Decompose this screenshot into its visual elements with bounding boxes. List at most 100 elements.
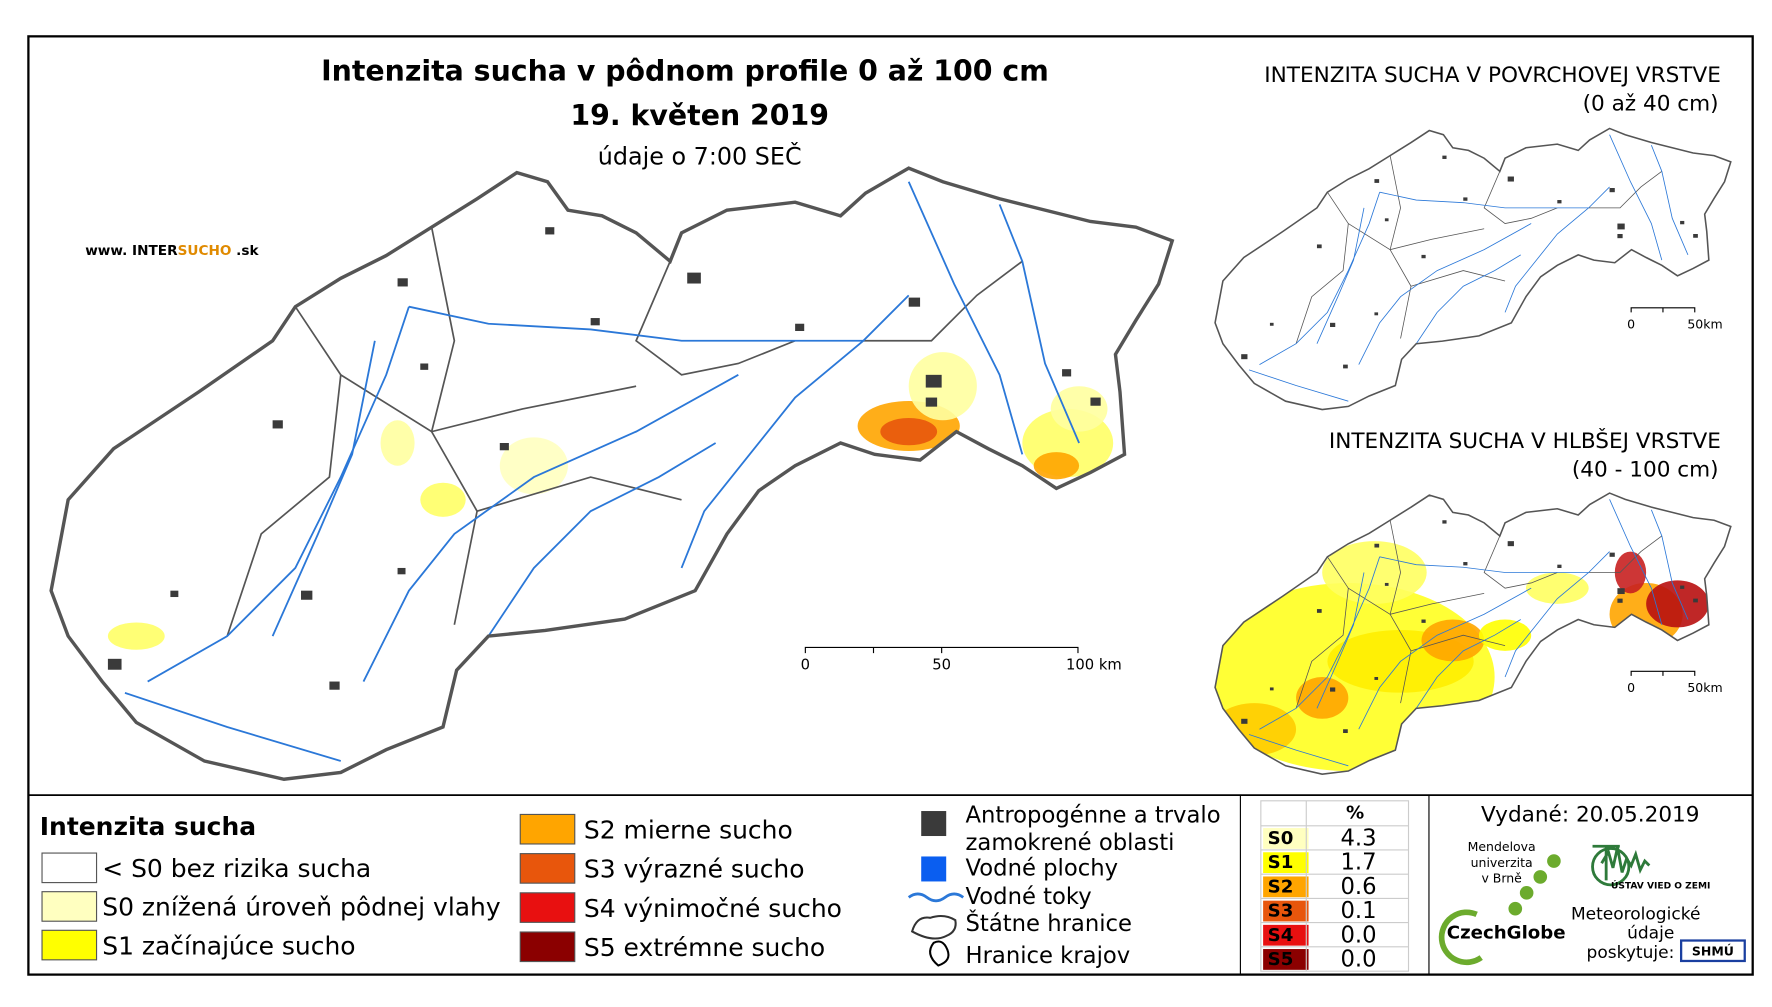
legend-swatch [41, 852, 98, 884]
urban-area [499, 443, 509, 451]
drought-area [107, 622, 165, 650]
scale-label: 100 km [1066, 657, 1122, 674]
river [1379, 191, 1589, 209]
legend-label: S0 znížená úroveň pôdnej vlahy [102, 893, 501, 922]
urban-area [1507, 176, 1514, 182]
urban-area [1617, 598, 1623, 603]
scale-label: 0 [801, 657, 810, 674]
table-class: S1 [1268, 852, 1294, 873]
urban-area [1384, 582, 1389, 586]
table-value: 0.6 [1340, 874, 1376, 900]
table-class-cell [1263, 949, 1309, 970]
river [271, 340, 376, 637]
urban-area [1374, 543, 1380, 548]
inset-map [1214, 127, 1732, 411]
logo-text: poskytuje: [1587, 943, 1675, 963]
river [1248, 734, 1349, 767]
river [147, 306, 410, 683]
legend-swatch [41, 891, 98, 922]
drought-area [1646, 580, 1709, 628]
logo-dot [1547, 854, 1561, 868]
urban-area [1241, 718, 1248, 724]
layer-label: Štátne hranice [966, 909, 1132, 937]
scale-label: 50km [1687, 316, 1722, 331]
region-border [226, 306, 342, 637]
drought-area [880, 418, 938, 446]
scale-bar [804, 646, 1079, 654]
scale-bar [1630, 670, 1696, 676]
inset-map [1214, 492, 1732, 775]
region-border [1348, 223, 1485, 251]
state-border [1214, 127, 1732, 411]
table-value: 0.0 [1340, 922, 1376, 948]
urban-area [1374, 312, 1379, 316]
legend-label: S2 mierne sucho [584, 815, 793, 844]
region-border [1483, 535, 1558, 589]
scale-label: 50km [1687, 680, 1722, 695]
river [1504, 551, 1610, 678]
table-class: S5 [1268, 949, 1294, 970]
date: 19. květen 2019 [570, 99, 829, 132]
drought-area [908, 352, 977, 421]
river [1316, 207, 1365, 344]
urban-area [397, 278, 408, 287]
table-class: S0 [1268, 828, 1294, 849]
region-border [635, 260, 796, 376]
layer-symbol [929, 940, 950, 967]
urban-area [1617, 233, 1623, 239]
urban-area [1693, 233, 1698, 238]
region-border [1588, 170, 1663, 209]
layer-symbol [921, 856, 947, 882]
table-class: S4 [1268, 925, 1294, 946]
website: www. INTERSUCHO .sk [85, 243, 259, 259]
table-class-cell [1263, 924, 1309, 946]
urban-area [1609, 552, 1615, 557]
logo-text: Meteorologické [1571, 904, 1700, 924]
drought-area [1296, 676, 1349, 719]
river [362, 374, 739, 682]
urban-area [1343, 364, 1348, 369]
scale-bar [1630, 307, 1696, 313]
urban-area [1062, 369, 1072, 377]
legend-title: Intenzita sucha [40, 812, 256, 841]
river [1609, 134, 1663, 261]
inset-subtitle: (0 až 40 cm) [1583, 92, 1719, 117]
logo-dot [1533, 870, 1548, 884]
urban-area [1463, 197, 1468, 201]
river [1415, 619, 1521, 709]
table-value: 4.3 [1340, 826, 1376, 852]
urban-area [795, 323, 805, 332]
scale-label: 0 [1627, 316, 1635, 331]
logo-text: Mendelova [1468, 839, 1536, 854]
layer-symbol [921, 811, 947, 837]
urban-area [1693, 598, 1698, 603]
urban-area [1421, 254, 1426, 259]
logo-dot [1519, 886, 1534, 900]
website-part: www. INTER [85, 243, 178, 259]
river [680, 294, 910, 569]
urban-area [1374, 179, 1380, 183]
layer-label: Hranice krajov [966, 943, 1131, 969]
logo-text: údaje [1627, 924, 1674, 944]
urban-area [272, 420, 283, 429]
layer-label: Vodné toky [966, 884, 1092, 910]
urban-area [301, 590, 313, 600]
river [1650, 509, 1689, 620]
content: INTENZITA SUCHA V POVRCHOVEJ VRSTVE (0 až… [40, 55, 1746, 973]
urban-area [1330, 687, 1336, 692]
time: údaje o 7:00 SEČ [598, 142, 802, 170]
table-class-cell [1263, 876, 1309, 898]
urban-area [1442, 155, 1447, 159]
state-border [49, 166, 1175, 781]
urban-area [1384, 218, 1389, 222]
logo-mark [1679, 939, 1746, 963]
river [998, 204, 1080, 444]
urban-area [1507, 541, 1514, 547]
legend-label: S1 začínajúce sucho [102, 931, 355, 960]
layer-label: Vodné plochy [966, 855, 1119, 881]
urban-area [925, 374, 942, 388]
title: Intenzita sucha v pôdnom profile 0 až 10… [321, 55, 1049, 88]
urban-area [1609, 188, 1615, 193]
region-border [1588, 535, 1663, 573]
region-border [340, 374, 637, 433]
